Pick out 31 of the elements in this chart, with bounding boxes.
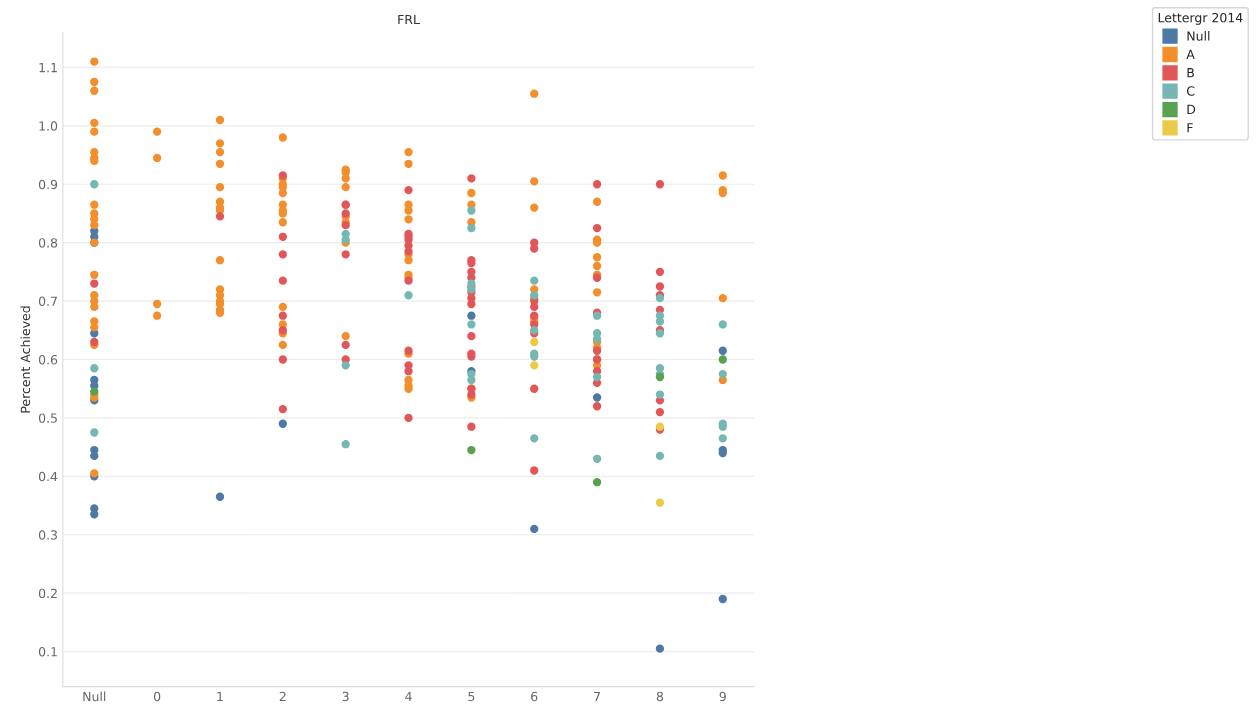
x-tick-label: 9: [719, 691, 726, 702]
y-tick-label: 0.5: [38, 413, 57, 423]
y-tick-label: 0.8: [38, 238, 58, 248]
x-tick-label: 6: [531, 691, 538, 702]
legend-label: F: [1187, 123, 1193, 133]
chart-title: FRL: [398, 14, 420, 25]
x-tick-label: 3: [342, 691, 349, 702]
x-tick-label: 8: [656, 691, 664, 702]
y-tick-label: 0.1: [38, 647, 57, 657]
y-tick-label: 0.9: [38, 179, 58, 190]
legend-label: D: [1187, 104, 1196, 114]
legend-label: Null: [1187, 31, 1210, 41]
x-tick-label: 4: [405, 691, 412, 701]
y-tick-label: 0.6: [38, 354, 58, 365]
y-axis-title: Percent Achieved: [20, 306, 31, 413]
x-tick-label: 2: [279, 691, 286, 701]
y-tick-label: 1.1: [39, 63, 57, 73]
y-tick-label: 0.3: [38, 530, 57, 540]
legend-title: Lettergr 2014: [1158, 12, 1243, 25]
legend-label: A: [1186, 49, 1195, 59]
y-tick-label: 1.0: [39, 121, 58, 131]
x-tick-label: 5: [468, 691, 475, 702]
y-tick-label: 0.7: [38, 296, 57, 307]
y-tick-label: 0.2: [38, 588, 57, 599]
y-tick-label: 0.4: [38, 471, 58, 482]
x-tick-label: 1: [217, 691, 223, 701]
x-tick-label: 7: [594, 691, 600, 701]
x-tick-label: Null: [83, 691, 106, 702]
legend-label: B: [1187, 68, 1194, 78]
legend-label: C: [1186, 86, 1195, 96]
x-tick-label: 0: [153, 691, 161, 702]
